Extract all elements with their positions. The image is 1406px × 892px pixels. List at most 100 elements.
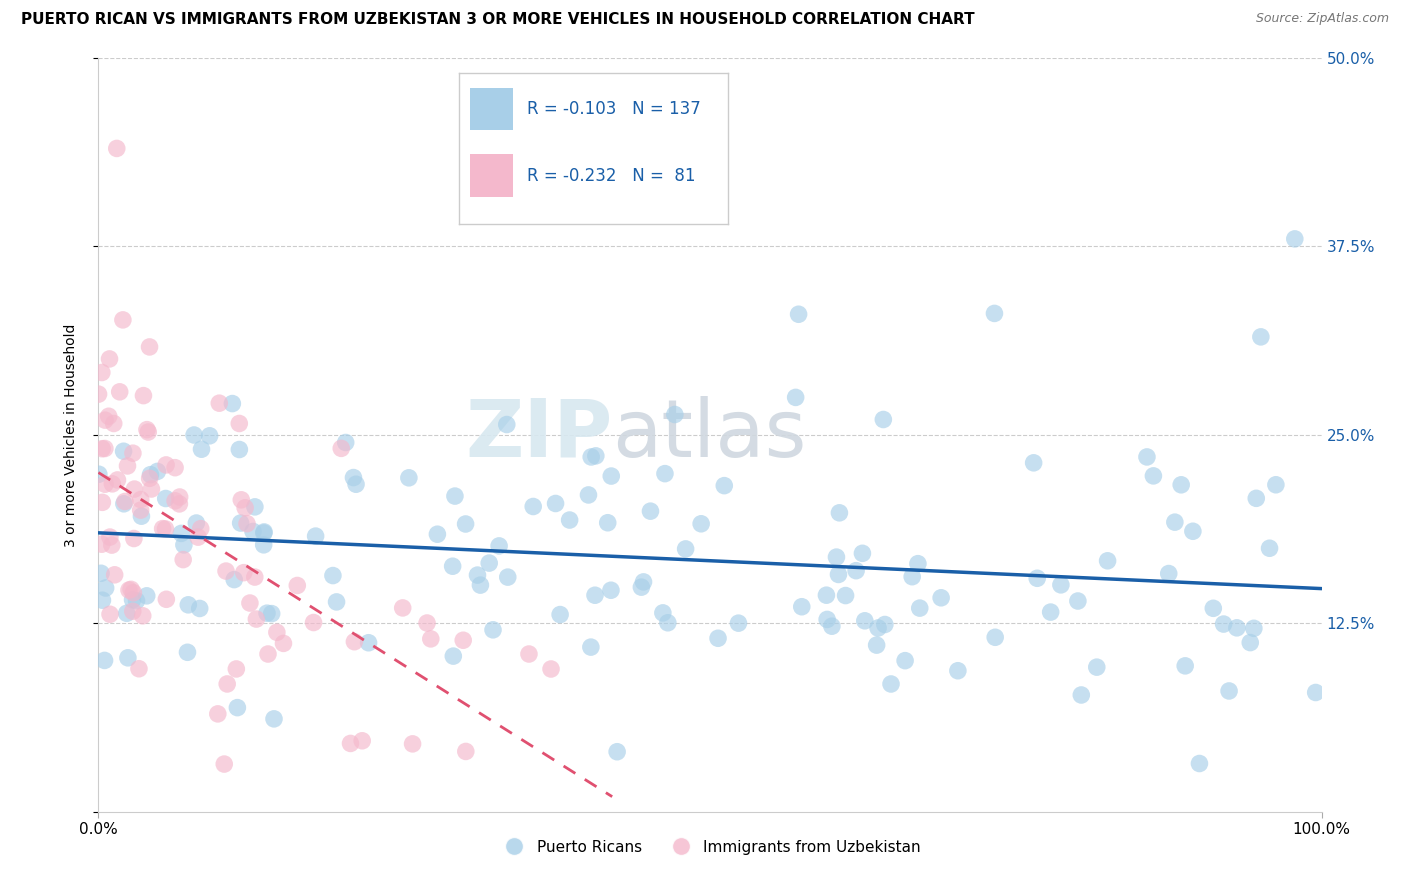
Point [129,492,152,507]
Point [138,471,160,485]
Point [330,442,353,456]
Point [1026,571,1049,585]
Point [441,649,464,664]
Point [419,632,441,646]
Point [1250,330,1272,344]
Point [596,516,619,530]
Point [165,460,187,475]
Point [872,412,894,426]
Point [342,470,364,484]
Point [198,429,221,443]
Point [263,712,285,726]
Point [401,737,423,751]
Point [93,653,115,667]
Point [257,647,280,661]
Point [1226,621,1249,635]
Point [132,608,155,623]
Point [242,524,264,539]
Point [548,607,571,622]
Point [228,417,250,431]
Point [583,588,606,602]
Point [853,614,876,628]
Point [929,591,952,605]
Point [495,417,517,432]
Point [482,623,505,637]
Point [1246,491,1268,506]
Point [845,564,868,578]
Point [129,503,152,517]
Point [1142,468,1164,483]
Point [186,516,208,530]
Point [122,586,145,600]
Point [828,506,851,520]
Point [946,664,969,678]
Point [115,607,138,621]
Point [496,570,519,584]
Point [177,598,200,612]
Point [117,458,139,473]
Point [190,442,212,457]
Point [344,477,367,491]
Point [94,413,117,427]
Point [176,645,198,659]
Point [787,307,810,321]
Point [651,606,673,620]
Point [454,744,477,758]
Point [606,745,628,759]
Point [111,313,134,327]
Point [91,593,114,607]
Point [907,557,929,571]
Point [1097,554,1119,568]
Point [488,539,510,553]
Point [260,607,283,621]
Point [1202,601,1225,615]
Point [114,494,136,508]
Point [97,409,120,424]
Point [169,490,191,504]
Point [1085,660,1108,674]
Point [1070,688,1092,702]
Point [121,604,143,618]
Point [444,489,467,503]
Point [112,444,135,458]
Point [187,530,209,544]
Point [600,583,623,598]
Point [1039,605,1062,619]
Point [825,550,848,565]
Point [128,662,150,676]
Point [1136,450,1159,464]
Point [851,546,873,560]
Point [865,638,887,652]
Point [98,351,121,366]
Point [1164,515,1187,529]
Point [901,570,924,584]
Point [256,606,278,620]
Point [207,706,229,721]
Point [454,516,477,531]
Point [266,625,288,640]
Point [579,450,602,464]
Point [451,633,474,648]
Point [785,391,807,405]
Point [335,435,357,450]
Point [172,552,194,566]
Point [103,417,125,431]
Point [170,526,193,541]
Point [398,471,420,485]
Point [1157,566,1180,581]
Point [467,568,489,582]
Point [90,537,112,551]
Point [1067,594,1090,608]
Point [815,612,838,626]
Point [815,588,838,602]
Point [239,596,262,610]
Point [707,632,730,646]
Point [98,530,121,544]
Point [233,500,256,515]
Point [357,636,380,650]
Point [558,513,581,527]
Point [165,493,187,508]
Point [155,491,177,506]
Point [790,599,813,614]
Point [108,384,131,399]
